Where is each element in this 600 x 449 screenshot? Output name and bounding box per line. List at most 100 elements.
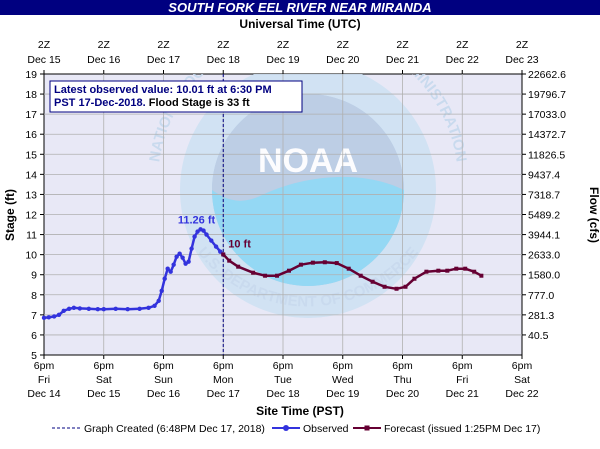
top-tick-date: Dec 16	[87, 54, 120, 66]
peak-label: 11.26 ft	[178, 214, 216, 226]
observed-point	[41, 315, 47, 321]
x-tick-date: Dec 15	[87, 388, 120, 400]
legend-observed: Observed	[303, 423, 349, 435]
forecast-point	[322, 260, 327, 265]
forecast-point	[403, 284, 408, 289]
top-tick-time: 2Z	[157, 39, 170, 51]
x-tick-time: 6pm	[333, 360, 354, 372]
forecast-point	[382, 284, 387, 289]
y-tick-label: 5	[31, 350, 37, 362]
observed-point	[51, 314, 57, 319]
observed-point	[204, 232, 209, 237]
legend-forecast-marker	[364, 425, 370, 431]
y2-tick-label: 19796.7	[528, 89, 566, 101]
top-tick-time: 2Z	[98, 39, 111, 51]
y-axis-title: Stage (ft)	[3, 189, 17, 241]
y2-tick-label: 40.5	[528, 330, 549, 342]
forecast-point	[370, 279, 375, 284]
latest-value-line1: Latest observed value: 10.01 ft at 6:30 …	[54, 84, 272, 96]
x-tick-time: 6pm	[392, 360, 413, 372]
y-tick-label: 6	[31, 330, 37, 342]
top-axis-title: Universal Time (UTC)	[239, 17, 360, 31]
y-tick-label: 19	[25, 69, 37, 81]
observed-point	[152, 303, 157, 309]
chart-title: SOUTH FORK EEL RIVER NEAR MIRANDA	[168, 0, 431, 15]
top-tick-date: Dec 20	[326, 54, 359, 66]
y-tick-label: 7	[31, 310, 37, 322]
observed-point	[77, 306, 83, 311]
top-tick-time: 2Z	[217, 39, 230, 51]
x-tick-weekday: Thu	[393, 374, 411, 386]
x-tick-time: 6pm	[452, 360, 473, 372]
y2-tick-label: 22662.6	[528, 69, 566, 81]
y2-tick-label: 777.0	[528, 290, 554, 302]
forecast-point	[310, 260, 315, 265]
x-tick-time: 6pm	[153, 360, 174, 372]
y-tick-label: 12	[25, 210, 37, 222]
latest-value-box-frame	[49, 80, 303, 113]
top-tick-date: Dec 18	[207, 54, 240, 66]
top-tick-date: Dec 17	[147, 54, 180, 66]
y2-tick-label: 7318.7	[528, 189, 560, 201]
top-tick-time: 2Z	[396, 39, 409, 51]
observed-point	[189, 246, 194, 251]
forecast-point	[454, 266, 459, 271]
x-tick-weekday: Tue	[274, 374, 292, 386]
x-tick-date: Dec 17	[207, 388, 240, 400]
x-tick-weekday: Sat	[514, 374, 530, 386]
y2-tick-label: 3944.1	[528, 230, 560, 242]
x-tick-date: Dec 19	[326, 388, 359, 400]
y2-tick-label: 14372.7	[528, 129, 566, 141]
flood-stage-text: Flood Stage is 33 ft	[146, 97, 250, 109]
noaa-wordmark: NOAA	[258, 142, 358, 180]
observed-point	[125, 307, 130, 312]
top-tick-date: Dec 21	[386, 54, 419, 66]
footer-strip	[0, 443, 600, 449]
top-tick-date: Dec 23	[505, 54, 538, 66]
observed-point	[56, 312, 62, 318]
observed-point	[168, 269, 173, 274]
x-tick-time: 6pm	[273, 360, 294, 372]
observed-point	[171, 262, 176, 267]
top-tick-time: 2Z	[38, 39, 51, 51]
x-tick-weekday: Wed	[332, 374, 354, 386]
y2-tick-label: 11826.5	[528, 149, 565, 161]
observed-point	[101, 307, 106, 312]
x-tick-time: 6pm	[34, 360, 55, 372]
forecast-point	[463, 266, 468, 271]
observed-point	[46, 315, 51, 320]
latest-value-box: Latest observed value: 10.01 ft at 6:30 …	[49, 80, 303, 113]
top-tick-date: Dec 15	[27, 54, 60, 66]
forecast-point	[424, 269, 429, 274]
top-tick-date: Dec 22	[446, 54, 479, 66]
x-tick-time: 6pm	[213, 360, 234, 372]
observed-point	[201, 228, 206, 233]
forecast-point	[236, 264, 241, 269]
y-tick-label: 18	[25, 89, 37, 101]
forecast-point	[436, 268, 441, 273]
y-tick-label: 13	[25, 189, 37, 201]
latest-value-date: PST 17-Dec-2018.	[54, 97, 146, 109]
forecast-point	[221, 252, 226, 257]
observed-point	[213, 244, 219, 249]
y-tick-label: 15	[25, 149, 37, 161]
top-tick-time: 2Z	[516, 39, 529, 51]
forecast-point	[445, 268, 450, 273]
forecast-point	[358, 273, 363, 278]
x-tick-date: Dec 16	[147, 388, 180, 400]
x-tick-weekday: Fri	[456, 374, 468, 386]
observed-point	[162, 276, 167, 281]
forecast-point	[472, 269, 477, 274]
legend-forecast: Forecast (issued 1:25PM Dec 17)	[384, 423, 540, 435]
forecast-point	[286, 268, 291, 273]
x-tick-date: Dec 21	[446, 388, 479, 400]
current-label: 10 ft	[228, 238, 251, 250]
y-tick-label: 8	[31, 290, 37, 302]
y-tick-label: 16	[25, 129, 37, 141]
noaa-bird-lower	[212, 176, 404, 286]
y-tick-label: 14	[25, 169, 37, 181]
y-tick-label: 17	[25, 109, 37, 121]
x-tick-time: 6pm	[512, 360, 533, 372]
y-tick-label: 10	[25, 250, 37, 262]
title-bar	[0, 0, 600, 15]
